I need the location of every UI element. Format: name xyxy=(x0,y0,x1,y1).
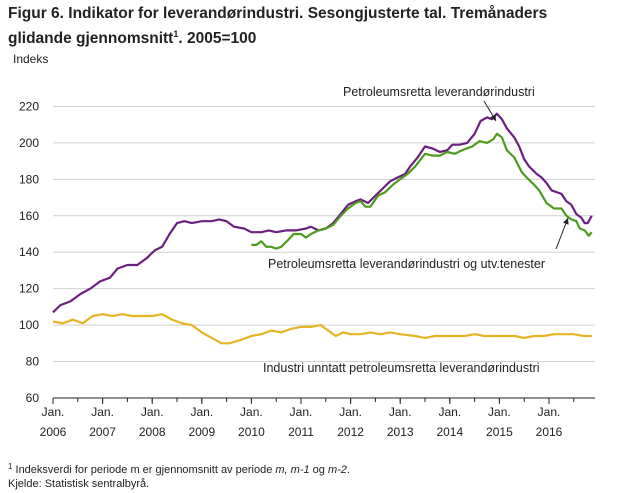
x-tick-year: 2008 xyxy=(139,425,166,439)
annotation-petroleum-services-arrowhead xyxy=(563,218,569,225)
x-tick-year: 2010 xyxy=(238,425,265,439)
x-tick-year: 2009 xyxy=(188,425,215,439)
annotations: Petroleumsretta leverandørindustri Petrol… xyxy=(263,85,569,375)
x-tick-year: 2016 xyxy=(536,425,563,439)
footnote-italic-b: m-2 xyxy=(327,464,347,476)
footnote-text-a: Indeksverdi for periode m er gjennomsnit… xyxy=(12,464,276,476)
y-tick-label: 120 xyxy=(19,282,39,296)
y-tick-label: 140 xyxy=(19,245,39,259)
x-tick-month: Jan. xyxy=(389,405,412,419)
footnote-end: . xyxy=(346,464,350,476)
footnote-definition: 1 Indeksverdi for periode m er gjennomsn… xyxy=(8,460,350,477)
grid xyxy=(53,105,595,363)
footnote: 1 Indeksverdi for periode m er gjennomsn… xyxy=(8,460,350,491)
title-footnote-marker: 1 xyxy=(173,29,179,39)
x-tick-month: Jan. xyxy=(42,405,65,419)
annotation-petroleum-arrowhead xyxy=(490,114,496,121)
y-tick-label: 60 xyxy=(26,391,40,405)
source-note: Kjelde: Statistisk sentralbyrå. xyxy=(8,478,150,490)
axes: Indeks 60 80 100 120 140 160 180 200 220 Jan. 2006 J… xyxy=(13,52,595,439)
footnote-text-b: og xyxy=(309,464,328,476)
annotation-industry-excl: Industri unntatt petroleumsretta leveran… xyxy=(263,361,540,375)
x-tick-month: Jan. xyxy=(339,405,362,419)
x-tick-month: Jan. xyxy=(538,405,561,419)
y-axis-label: Indeks xyxy=(13,52,48,66)
x-tick-month: Jan. xyxy=(141,405,164,419)
title-tail: . 2005=100 xyxy=(178,30,257,47)
x-tick-year: 2011 xyxy=(288,425,314,439)
x-tick-month: Jan. xyxy=(488,405,511,419)
x-tick-year: 2007 xyxy=(89,425,116,439)
x-tick-year: 2015 xyxy=(486,425,513,439)
x-tick-month: Jan. xyxy=(190,405,213,419)
footnote-italic-a: m, m-1 xyxy=(275,464,310,476)
y-tick-label: 100 xyxy=(19,318,39,332)
x-tick-year: 2012 xyxy=(337,425,364,439)
y-tick-label: 160 xyxy=(19,209,39,223)
series-lines xyxy=(52,112,593,345)
x-tick-year: 2013 xyxy=(387,425,414,439)
y-tick-label: 220 xyxy=(19,99,39,113)
x-tick-year: 2006 xyxy=(40,425,67,439)
x-tick-month: Jan. xyxy=(290,405,313,419)
x-tick-month: Jan. xyxy=(91,405,114,419)
y-tick-label: 80 xyxy=(26,355,40,369)
annotation-petroleum-services: Petroleumsretta leverandørindustri og ut… xyxy=(268,257,545,271)
series-petroleum-line xyxy=(52,112,593,314)
y-tick-label: 200 xyxy=(19,136,39,150)
title-main: Figur 6. Indikator for leverandørindustr… xyxy=(8,5,548,47)
annotation-petroleum: Petroleumsretta leverandørindustri xyxy=(343,85,535,99)
series-industry-excl-line xyxy=(52,313,592,345)
footnote-marker: 1 xyxy=(8,462,13,471)
series-petroleum-services-line xyxy=(251,132,593,250)
x-tick-year: 2014 xyxy=(436,425,463,439)
chart-title: Figur 6. Indikator for leverandørindustr… xyxy=(8,3,608,49)
y-tick-label: 180 xyxy=(19,172,39,186)
x-tick-month: Jan. xyxy=(438,405,461,419)
x-tick-month: Jan. xyxy=(240,405,263,419)
